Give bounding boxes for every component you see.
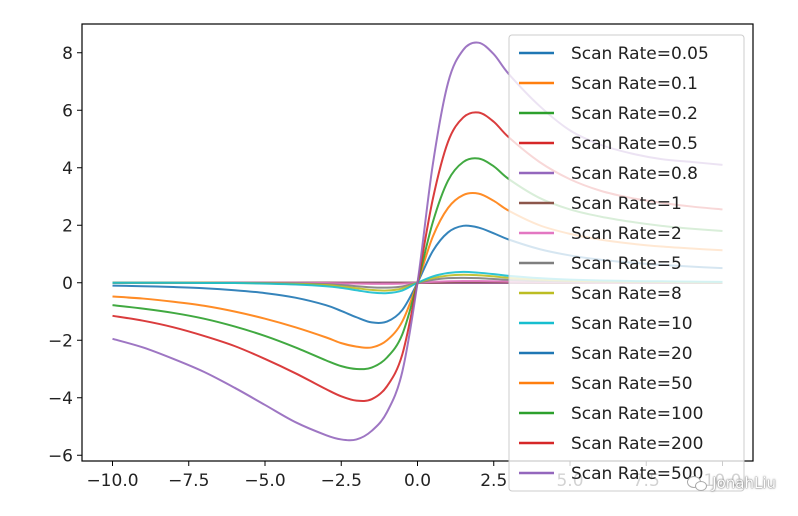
- legend-label-1: Scan Rate=0.1: [571, 74, 698, 94]
- legend-label-4: Scan Rate=0.8: [571, 164, 698, 184]
- legend-label-13: Scan Rate=200: [571, 434, 703, 454]
- x-tick-label: −5.0: [244, 471, 285, 491]
- legend-label-10: Scan Rate=20: [571, 344, 693, 364]
- legend-label-3: Scan Rate=0.5: [571, 134, 698, 154]
- y-tick-label: 4: [62, 159, 73, 179]
- x-tick-label: −2.5: [321, 471, 362, 491]
- x-tick-label: −7.5: [168, 471, 209, 491]
- legend-label-6: Scan Rate=2: [571, 224, 682, 244]
- y-axis: −6 −4 −2 0 2 4 6 8: [48, 44, 82, 466]
- y-tick-label: −2: [48, 331, 73, 351]
- legend-label-7: Scan Rate=5: [571, 254, 682, 274]
- legend-label-12: Scan Rate=100: [571, 404, 703, 424]
- y-tick-label: −6: [48, 446, 73, 466]
- legend-label-0: Scan Rate=0.05: [571, 44, 709, 64]
- y-tick-label: 2: [62, 216, 73, 236]
- legend-label-11: Scan Rate=50: [571, 374, 693, 394]
- y-tick-label: 6: [62, 101, 73, 121]
- y-tick-label: 0: [62, 274, 73, 294]
- x-tick-label: 2.5: [480, 471, 507, 491]
- legend-label-2: Scan Rate=0.2: [571, 104, 698, 124]
- legend-label-9: Scan Rate=10: [571, 314, 693, 334]
- y-tick-label: −4: [48, 389, 73, 409]
- x-tick-label: −10.0: [86, 471, 138, 491]
- y-tick-label: 8: [62, 44, 73, 64]
- legend-label-14: Scan Rate=500: [571, 464, 703, 484]
- legend-box: [508, 34, 745, 492]
- legend-label-8: Scan Rate=8: [571, 284, 682, 304]
- x-tick-label: 0.0: [404, 471, 431, 491]
- legend-label-5: Scan Rate=1: [571, 194, 682, 214]
- legend: Scan Rate=0.05 Scan Rate=0.1 Scan Rate=0.2…: [508, 34, 745, 492]
- watermark-text: JonahLiu: [712, 474, 776, 492]
- wechat-icon: [687, 475, 708, 491]
- watermark: JonahLiu: [687, 474, 776, 492]
